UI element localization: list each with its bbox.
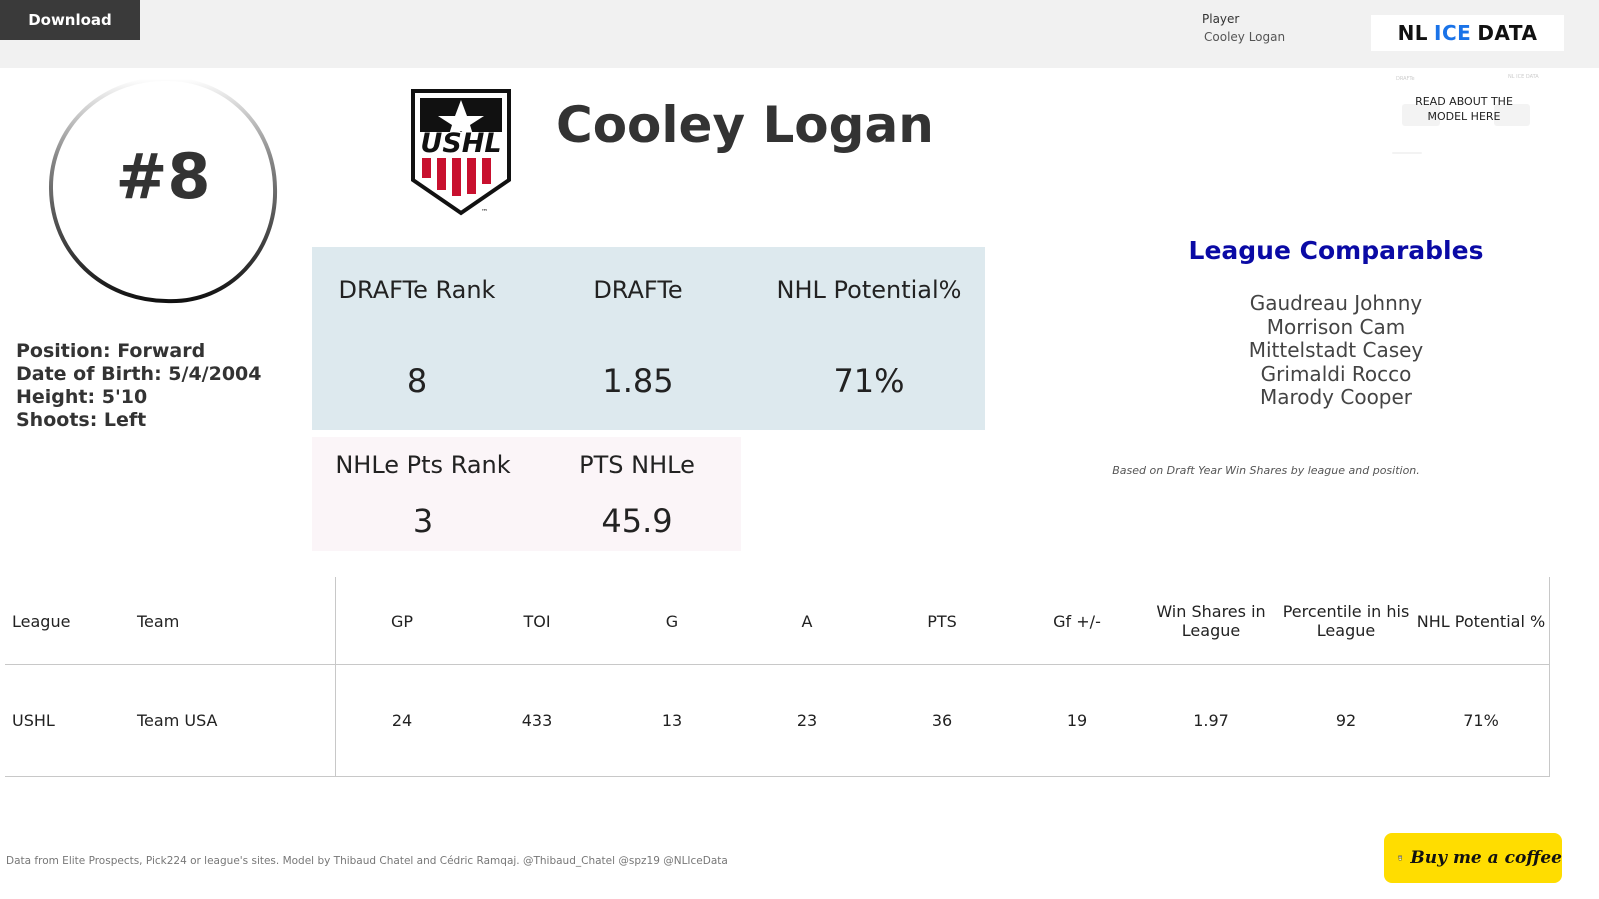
table-header-toi: TOI	[523, 612, 551, 631]
brand-part-nl: NL	[1397, 21, 1429, 45]
table-header-gf: Gf +/-	[1053, 612, 1101, 631]
player-filter-label: Player	[1202, 12, 1240, 26]
nhl-potential-label: NHL Potential%	[776, 276, 962, 304]
player-filter[interactable]: Player Cooley Logan	[1202, 12, 1352, 44]
download-button[interactable]: Download	[0, 0, 140, 40]
model-link[interactable]: DRAFTe NL ICE DATA READ ABOUT THE MODEL …	[1392, 74, 1540, 156]
table-cell-toi: 433	[521, 711, 553, 730]
bio-height: Height: 5'10	[16, 386, 148, 408]
table-header-percentile: Percentile in his League	[1282, 602, 1410, 640]
pts-nhle-label: PTS NHLe	[579, 451, 695, 479]
player-bio: Position: Forward Date of Birth: 5/4/200…	[16, 340, 262, 432]
comparable-player: Mittelstadt Casey	[1248, 338, 1424, 362]
buy-me-a-coffee-button[interactable]: Buy me a coffee	[1384, 833, 1562, 883]
table-cell-gf: 19	[1066, 711, 1088, 730]
jersey-number: #8	[115, 140, 211, 213]
drafte-value: 1.85	[602, 362, 674, 400]
brand-part-ice: ICE	[1434, 21, 1472, 45]
bio-dob: Date of Birth: 5/4/2004	[16, 363, 262, 385]
model-link-ghost-left	[1402, 104, 1440, 126]
model-link-ghost-text-right: NL ICE DATA	[1508, 74, 1539, 80]
brand-logo: NL ICE DATA	[1371, 15, 1564, 51]
table-header-nhl-potential: NHL Potential %	[1416, 612, 1546, 631]
nhle-pts-rank-value: 3	[412, 502, 434, 540]
table-cell-gp: 24	[391, 711, 413, 730]
comparables-note: Based on Draft Year Win Shares by league…	[1112, 464, 1420, 477]
table-cell-pts: 36	[931, 711, 953, 730]
drafte-rank-value: 8	[406, 362, 428, 400]
comparables-list: Gaudreau Johnny Morrison Cam Mittelstadt…	[1136, 291, 1536, 410]
jersey-circle	[48, 76, 278, 304]
drafte-label: DRAFTe	[593, 276, 683, 304]
league-logo: USHL ™	[411, 89, 511, 216]
table-header-league: League	[12, 612, 71, 631]
table-divider-vertical	[335, 577, 336, 777]
comparable-player: Gaudreau Johnny	[1249, 291, 1423, 315]
table-cell-team: Team USA	[137, 711, 218, 730]
comparable-player: Morrison Cam	[1266, 314, 1406, 339]
season-stats-table: League Team GP TOI G A PTS Gf +/- Win Sh…	[5, 577, 1550, 777]
comparables-title: League Comparables	[1188, 236, 1484, 265]
coffee-cup-icon	[1398, 855, 1403, 861]
bio-position: Position: Forward	[16, 340, 206, 362]
player-filter-value[interactable]: Cooley Logan	[1204, 30, 1286, 44]
player-name: Cooley Logan	[556, 96, 934, 154]
table-cell-g: 13	[661, 711, 683, 730]
svg-text:™: ™	[481, 208, 488, 216]
table-bottom-border	[5, 776, 1550, 777]
table-cell-win-shares: 1.97	[1193, 711, 1229, 730]
comparable-player: Marody Cooper	[1259, 385, 1413, 409]
brand-part-data: DATA	[1477, 21, 1538, 45]
table-header-gp: GP	[390, 612, 414, 631]
table-header-g: G	[665, 612, 679, 631]
drafte-stats-panel	[312, 247, 985, 430]
table-cell-nhl-potential: 71%	[1463, 711, 1499, 730]
table-header-team: Team	[137, 612, 180, 631]
table-header-a: A	[801, 612, 813, 631]
bio-shoots: Shoots: Left	[16, 409, 147, 431]
table-header-pts: PTS	[927, 612, 957, 631]
model-link-ghost-right	[1494, 104, 1530, 126]
model-link-text[interactable]: READ ABOUT THE MODEL HERE	[1415, 95, 1513, 123]
buy-me-a-coffee-label[interactable]: Buy me a coffee	[1410, 848, 1562, 868]
model-link-ghost-text-left: DRAFTe	[1396, 76, 1415, 82]
drafte-rank-label: DRAFTe Rank	[338, 276, 496, 304]
table-header-win-shares: Win Shares in League	[1156, 602, 1266, 640]
table-cell-league: USHL	[12, 711, 55, 730]
nhle-pts-rank-label: NHLe Pts Rank	[335, 451, 511, 479]
model-link-ghost-line	[1392, 152, 1422, 154]
pts-nhle-value: 45.9	[601, 502, 673, 540]
footer-credits: Data from Elite Prospects, Pick224 or le…	[6, 855, 728, 867]
comparable-player: Grimaldi Rocco	[1260, 361, 1412, 386]
nhl-potential-value: 71%	[833, 362, 905, 400]
table-header-divider	[5, 664, 1550, 665]
table-cell-percentile: 92	[1335, 711, 1357, 730]
top-bar	[0, 0, 1599, 68]
table-cell-a: 23	[796, 711, 818, 730]
nhle-stats-panel	[312, 437, 741, 551]
table-border-right	[1549, 577, 1550, 777]
league-logo-text: USHL	[420, 128, 501, 159]
